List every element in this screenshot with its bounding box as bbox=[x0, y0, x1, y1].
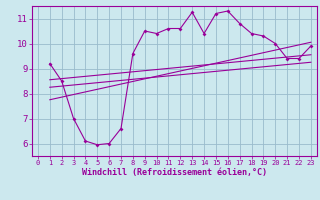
X-axis label: Windchill (Refroidissement éolien,°C): Windchill (Refroidissement éolien,°C) bbox=[82, 168, 267, 177]
